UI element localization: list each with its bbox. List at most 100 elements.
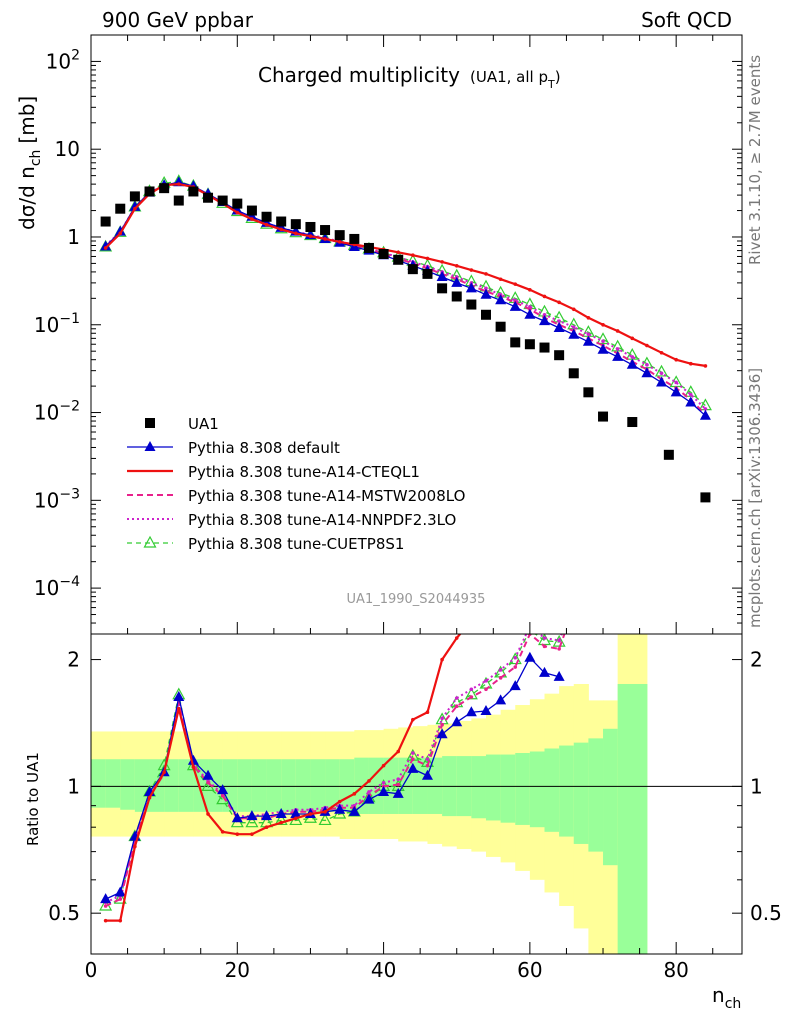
ratio-point-nnpdf [542,636,547,640]
series-point-default [641,367,653,378]
ratio-point-mstw [572,606,576,610]
series-point-cteql1 [323,237,327,241]
ratio-point-default [407,762,419,773]
ratio-point-mstw [411,757,415,762]
series-point-cteql1 [469,268,474,272]
ratio-point-default [465,706,477,717]
series-point-nnpdf [688,392,693,397]
ratio-band-inner [251,759,268,812]
x-tick-label: 0 [85,958,98,982]
ratio-point-default [290,807,302,818]
series-point-default [670,386,682,397]
y-axis-label-sub: ch [28,150,44,167]
ratio-point-mstw [498,676,503,680]
ratio-point-default [275,807,287,818]
series-point-cteql1 [440,260,444,264]
x-tick-label: 40 [371,958,396,982]
ratio-point-nnpdf [396,777,401,781]
series-point-nnpdf [557,319,561,323]
series-point-cteql1 [425,256,430,261]
series-point-cteql1 [411,253,415,258]
x-axis-label-main: n [712,983,725,1007]
ratio-point-cuetp8s1 [113,891,127,904]
ratio-band-inner [339,759,355,812]
ratio-point-cteql1 [133,844,137,849]
series-point-default [568,328,580,339]
ratio-band-inner [368,757,385,814]
ratio-point-mstw [440,723,444,727]
chart-subtitle-main: (UA1, all p [470,68,548,86]
series-point-default [656,376,668,387]
y-tick-label-exp: −2 [59,399,80,415]
legend-item-cuetp8s1: Pythia 8.308 tune-CUETP8S1 [127,535,404,553]
ratio-point-default [392,787,404,798]
series-default [100,176,711,420]
y-tick-label: 102 [46,47,80,73]
ratio-point-cteql1 [454,636,459,640]
ratio-band-inner [91,759,107,808]
ratio-point-mstw [454,704,459,708]
ratio-point-default [187,754,199,765]
series-point-cteql1 [674,357,678,362]
ratio-point-nnpdf [469,687,474,692]
series-mstw [103,181,708,417]
ratio-point-default [334,803,346,814]
y-tick-label: 10−1 [34,311,80,337]
series-point-nnpdf [571,325,576,329]
ratio-band-inner [325,759,341,812]
ratio-point-default [509,680,521,691]
series-line-nnpdf [104,181,707,410]
ratio-band-inner [178,759,194,812]
ratio-tick-label-left: 1 [67,774,80,798]
ratio-point-mstw [542,644,547,649]
ratio-band-inner [105,759,121,808]
series-point-default [699,409,711,420]
ratio-point-nnpdf [381,780,386,785]
ratio-point-default [524,651,536,662]
ratio-point-default [553,670,565,681]
data-point [334,230,345,241]
data-point [437,283,448,294]
ratio-point-default [261,810,273,821]
data-point [510,337,521,348]
ratio-point-cuetp8s1 [508,652,522,665]
ratio-tick-label-right: 0.5 [750,901,782,925]
series-point-cteql1 [118,231,123,236]
y-tick-label: 10−3 [34,486,80,512]
ratio-point-mstw [220,793,225,798]
ratio-point-default [231,812,243,823]
legend-item-cteql1: Pythia 8.308 tune-A14-CTEQL1 [127,463,420,481]
series-cuetp8s1 [99,174,712,411]
ratio-series-default [100,651,565,904]
ratio-point-default [173,690,185,701]
series-line-default [105,181,706,417]
series-point-cteql1 [484,272,488,276]
data-point [129,191,140,202]
series-point-cteql1 [294,231,298,236]
ratio-band-inner [295,759,311,812]
series-point-default [465,282,477,293]
ratio-point-cteql1 [440,657,444,662]
series-point-default [114,225,126,236]
y-tick-label-base: 10 [34,576,59,600]
series-point-default [129,200,141,211]
series-point-default [582,335,594,346]
ratio-point-default [421,769,433,780]
ratio-band-inner [164,759,180,812]
legend-marker [143,535,157,548]
ratio-point-nnpdf [484,679,488,683]
ratio-point-cteql1 [206,812,210,816]
series-point-default [685,396,697,407]
series-point-cuetp8s1 [655,364,669,377]
series-point-cteql1 [645,343,649,348]
series-point-cteql1 [498,277,503,282]
series-point-default [626,358,638,369]
series-point-cteql1 [542,294,547,299]
analysis-id: UA1_1990_S2044935 [347,592,486,607]
ratio-band-inner [471,756,487,819]
chart-subtitle: (UA1, all pT) [470,68,561,91]
ratio-band-inner [529,751,546,828]
ratio-point-nnpdf [557,638,561,643]
series-point-nnpdf [601,339,605,343]
ratio-point-cteql1 [250,832,254,836]
